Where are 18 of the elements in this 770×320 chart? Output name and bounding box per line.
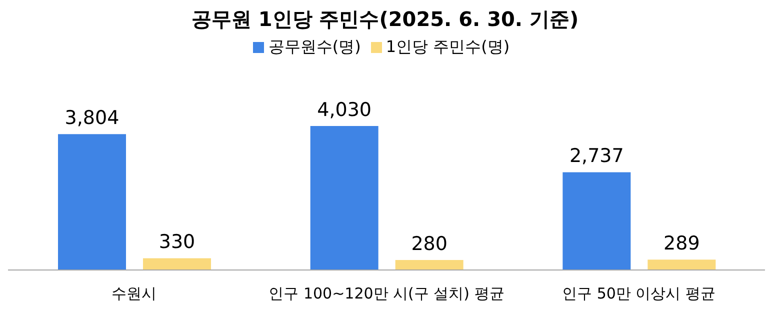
bar <box>562 172 631 270</box>
legend-label: 공무원수(명) <box>268 37 361 56</box>
data-label: 4,030 <box>317 99 372 121</box>
x-tick-label: 수원시 <box>112 284 157 303</box>
data-label: 2,737 <box>569 145 624 168</box>
data-label: 289 <box>664 232 700 255</box>
bar <box>58 134 126 270</box>
bar <box>143 258 211 270</box>
bar <box>395 260 464 270</box>
bar <box>648 260 716 270</box>
data-label: 280 <box>411 232 448 255</box>
chart-title: 공무원 1인당 주민수(2025. 6. 30. 기준) <box>190 6 580 33</box>
data-label: 330 <box>158 231 196 254</box>
data-label: 3,804 <box>64 107 120 130</box>
x-tick-label: 인구 50만 이상시 평균 <box>562 284 716 303</box>
bar <box>310 126 378 270</box>
x-tick-label: 인구 100~120만 시(구 설치) 평균 <box>268 284 504 303</box>
legend-label: 1인당 주민수(명) <box>386 37 510 56</box>
